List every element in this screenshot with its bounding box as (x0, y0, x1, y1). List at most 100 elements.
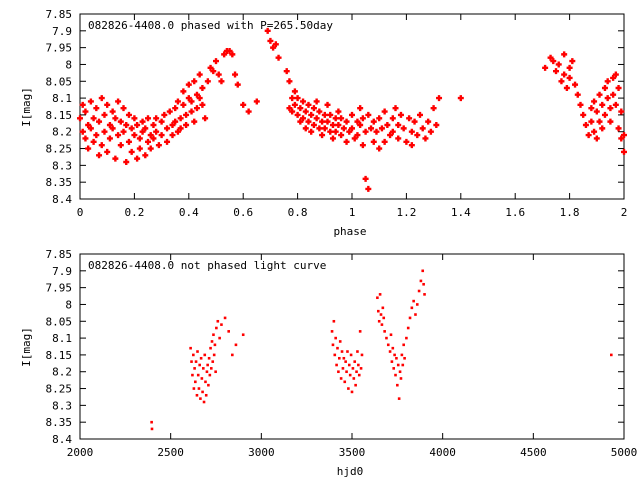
phased-data-point (158, 118, 165, 125)
phased-data-point (188, 108, 195, 115)
phased-data-point (430, 105, 437, 112)
phased-data-point (343, 118, 350, 125)
unphased-x-tick-label: 3500 (339, 446, 366, 459)
phased-y-axis-label: I[mag] (20, 87, 33, 127)
unphased-data-point (379, 313, 383, 316)
phased-data-point (193, 91, 200, 98)
unphased-data-point (191, 373, 194, 377)
unphased-data-point (195, 393, 199, 397)
phased-data-point (109, 108, 116, 115)
phased-data-point (174, 128, 181, 135)
unphased-data-point (381, 306, 385, 310)
phased-x-tick-label: 0.6 (233, 206, 253, 219)
phased-data-point (87, 125, 94, 132)
unphased-data-point (344, 360, 347, 363)
unphased-data-point (422, 282, 425, 286)
phased-data-point (346, 128, 353, 135)
phased-data-point (185, 81, 192, 88)
phased-data-point (161, 111, 168, 118)
phased-data-point (120, 105, 127, 112)
phased-data-point (155, 142, 162, 149)
phased-data-point (542, 64, 549, 71)
unphased-data-point (193, 367, 196, 370)
phased-data-point (191, 118, 198, 125)
phased-data-point (610, 74, 617, 81)
phased-data-point (408, 142, 415, 149)
phased-data-point (302, 108, 309, 115)
unphased-data-point (402, 343, 405, 347)
phased-data-point (267, 37, 274, 44)
phased-x-tick-label: 0.4 (179, 206, 199, 219)
phased-data-point (403, 138, 410, 145)
phased-data-point (577, 101, 584, 108)
phased-x-tick-label: 1.8 (560, 206, 580, 219)
phased-data-point (240, 101, 247, 108)
unphased-title: 082826-4408.0 not phased light curve (88, 259, 326, 272)
phased-y-tick-label: 8 (65, 58, 72, 71)
phased-data-point (128, 125, 135, 132)
unphased-data-point (338, 356, 341, 360)
unphased-y-tick-label: 7.9 (52, 265, 72, 278)
phased-data-point (389, 128, 396, 135)
phased-data-point (574, 91, 581, 98)
phased-data-point (414, 132, 421, 139)
phased-data-point (204, 78, 211, 85)
unphased-data-point (231, 353, 234, 357)
unphased-data-point (376, 309, 380, 313)
unphased-data-point (215, 326, 218, 330)
phased-data-point (131, 132, 138, 139)
phased-data-point (411, 118, 418, 125)
phased-y-tick-label: 8.35 (46, 176, 73, 189)
phased-data-point (79, 128, 86, 135)
unphased-y-tick-label: 7.95 (46, 282, 73, 295)
phased-data-point (297, 105, 304, 112)
unphased-data-point (203, 353, 207, 357)
phased-data-point (569, 58, 576, 65)
phased-data-point (191, 78, 198, 85)
phased-data-point (226, 48, 233, 54)
unphased-data-point (421, 269, 425, 273)
phased-data-point (566, 64, 573, 71)
phased-data-point (553, 68, 559, 75)
phased-data-point (340, 125, 347, 132)
phased-data-point (286, 105, 293, 112)
unphased-data-point (356, 350, 359, 353)
phased-data-point (593, 135, 600, 142)
unphased-data-point (395, 356, 398, 360)
phased-data-point (547, 54, 554, 61)
phased-data-point (362, 175, 369, 182)
phased-data-point (294, 111, 301, 118)
phased-data-point (183, 122, 190, 128)
unphased-x-tick-label: 4500 (520, 446, 547, 459)
phased-data-point (601, 85, 608, 91)
phased-data-point (604, 78, 611, 85)
phased-x-tick-label: 0.8 (288, 206, 308, 219)
phased-data-point (373, 128, 380, 135)
phased-data-point (294, 95, 301, 102)
phased-data-point (90, 138, 97, 145)
phased-data-point (561, 71, 568, 78)
phased-x-tick-label: 2 (621, 206, 628, 219)
phased-data-point (305, 118, 312, 125)
phased-y-tick-label: 7.95 (46, 42, 73, 55)
phased-y-tick-label: 8.3 (52, 159, 72, 172)
phased-data-point (566, 74, 573, 81)
phased-data-point (392, 105, 399, 112)
phased-data-point (112, 155, 119, 162)
unphased-data-point (335, 363, 338, 367)
unphased-data-point (390, 360, 394, 363)
phased-data-point (618, 135, 625, 142)
phased-x-ticks: 0 0.2 0.4 0.6 0.8 1 1.2 1.4 1.6 1.8 2 (77, 14, 628, 219)
phased-data-point (558, 78, 565, 85)
unphased-y-tick-label: 8.3 (52, 399, 72, 412)
unphased-data-point (355, 370, 358, 374)
unphased-data-point (192, 353, 195, 357)
phased-data-point (365, 185, 372, 192)
unphased-data-point (330, 330, 334, 333)
phased-data-point (313, 115, 320, 122)
phased-data-point (93, 105, 100, 112)
phased-data-point (588, 105, 595, 112)
phased-data-point (332, 115, 339, 122)
phased-data-point (310, 122, 317, 128)
